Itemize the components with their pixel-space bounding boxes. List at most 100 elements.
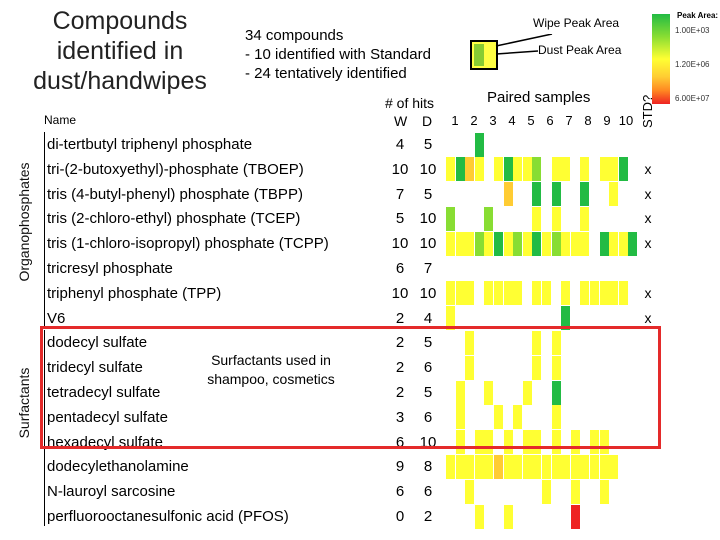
heatmap-cell (599, 430, 609, 455)
sample-header-4: 4 (508, 113, 516, 128)
compound-name: V6 (47, 309, 66, 327)
heatmap-cell (446, 206, 455, 231)
compound-name: di-tertbutyl triphenyl phosphate (47, 136, 253, 153)
summary-line-total: 34 compounds (245, 27, 344, 44)
heatmap-cell (570, 454, 580, 479)
heatmap-cell (446, 231, 455, 256)
sample-header-2: 2 (470, 113, 478, 128)
heatmap-cell (590, 430, 599, 455)
compound-name: tetradecyl sulfate (47, 384, 161, 401)
wipe-hits: 6 (395, 483, 405, 501)
heatmap-cell (580, 281, 590, 306)
dust-hits: 10 (419, 235, 437, 253)
compound-summary: 34 compounds - 10 identified with Standa… (245, 26, 431, 83)
heatmap-cell (465, 355, 475, 380)
heatmap-cell (551, 330, 561, 355)
summary-line-standard: - 10 identified with Standard (245, 46, 431, 63)
surfactants-note-line-1: Surfactants used in (211, 352, 331, 368)
compound-name: pentadecyl sulfate (47, 408, 168, 426)
heatmap-cell (522, 157, 532, 182)
heatmap-cell (455, 231, 465, 256)
wipe-hits: 0 (395, 508, 405, 525)
heatmap-cell (542, 454, 551, 479)
dust-hits: 2 (423, 508, 433, 525)
heatmap-cell (513, 157, 523, 182)
page-title: Compounds identified in dust/handwipes (33, 7, 207, 95)
compound-name: tris (1-chloro-isopropyl) phosphate (TCP… (47, 235, 329, 253)
heatmap-cell (474, 504, 484, 529)
heatmap-cell (474, 132, 484, 157)
heatmap-cell (455, 430, 465, 455)
dust-hits: 5 (423, 185, 433, 203)
heatmap-cell (551, 157, 561, 182)
dust-hits: 7 (423, 260, 433, 277)
compound-name: tridecyl sulfate (47, 359, 143, 377)
heatmap-cell (446, 306, 455, 331)
heatmap-cell (618, 231, 628, 256)
std-column-header: STD? (640, 94, 655, 128)
heatmap-cell (561, 281, 571, 306)
std-mark: x (644, 309, 652, 326)
heatmap-cell (561, 157, 571, 182)
heatmap-cell (561, 306, 571, 331)
wipe-hits: 3 (395, 408, 405, 426)
category-organophosphates: Organophosphates (16, 162, 32, 282)
sample-header-9: 9 (603, 113, 611, 128)
heatmap-cell (465, 330, 475, 355)
surfactants-note-line-2: shampoo, cosmetics (207, 371, 335, 387)
category-divider-surfactants (44, 330, 45, 526)
legend-dust-label: Dust Peak Area (538, 43, 622, 57)
heatmap-cell (522, 380, 532, 405)
legend-wipe-label: Wipe Peak Area (533, 16, 620, 30)
sample-header-5: 5 (527, 113, 535, 128)
heatmap-cell (609, 281, 619, 306)
heatmap-cell (474, 231, 484, 256)
heatmap-cell (580, 206, 590, 231)
heatmap-cell (474, 430, 484, 455)
heatmap-cell (474, 454, 484, 479)
scale-label-mid: 1.20E+06 (675, 60, 710, 69)
heatmap-cell (494, 231, 503, 256)
hits-header: # of hits (385, 95, 435, 111)
dust-hits: 6 (423, 483, 433, 501)
heatmap-cell (551, 430, 561, 455)
heatmap-cell (484, 206, 494, 231)
heatmap-cell (570, 231, 580, 256)
heatmap-cell (561, 454, 571, 479)
compound-name: perfluorooctanesulfonic acid (PFOS) (47, 508, 289, 525)
compound-name: N-lauroyl sarcosine (47, 483, 176, 501)
heatmap-cell (513, 454, 523, 479)
paired-samples-header: Paired samples (487, 89, 591, 106)
surfactants-highlight-box (40, 326, 661, 449)
std-mark: x (644, 185, 652, 202)
wipe-hits: 2 (395, 334, 405, 352)
heatmap-cell (494, 454, 503, 479)
heatmap-cell (484, 231, 494, 256)
heatmap-cell (484, 430, 494, 455)
heatmap-cell (532, 157, 542, 182)
sample-header-1: 1 (451, 113, 459, 128)
heatmap-cell (532, 330, 542, 355)
heatmap-cell (455, 380, 465, 405)
sample-header-3: 3 (489, 113, 497, 128)
sample-header-8: 8 (584, 113, 592, 128)
heatmap-cell (570, 430, 580, 455)
std-mark: x (644, 210, 652, 227)
heatmap-cell (532, 355, 542, 380)
heatmap-cell (503, 281, 513, 306)
wipe-hits: 2 (395, 309, 405, 327)
wipe-hits: 4 (395, 136, 405, 153)
heatmap-cell (465, 231, 475, 256)
legend-line-dust (495, 50, 539, 55)
heatmap-cell (455, 454, 465, 479)
heatmap-cell (503, 182, 513, 207)
category-divider-organophosphates (44, 132, 45, 327)
heatmap-cell (522, 231, 532, 256)
heatmap-cell (455, 281, 465, 306)
dust-hits: 5 (423, 384, 433, 401)
scale-label-low: 1.00E+03 (675, 26, 710, 35)
heatmap-cell (551, 355, 561, 380)
dust-hits: 6 (423, 408, 433, 426)
heatmap-cell (570, 504, 580, 529)
heatmap-cell (465, 157, 475, 182)
